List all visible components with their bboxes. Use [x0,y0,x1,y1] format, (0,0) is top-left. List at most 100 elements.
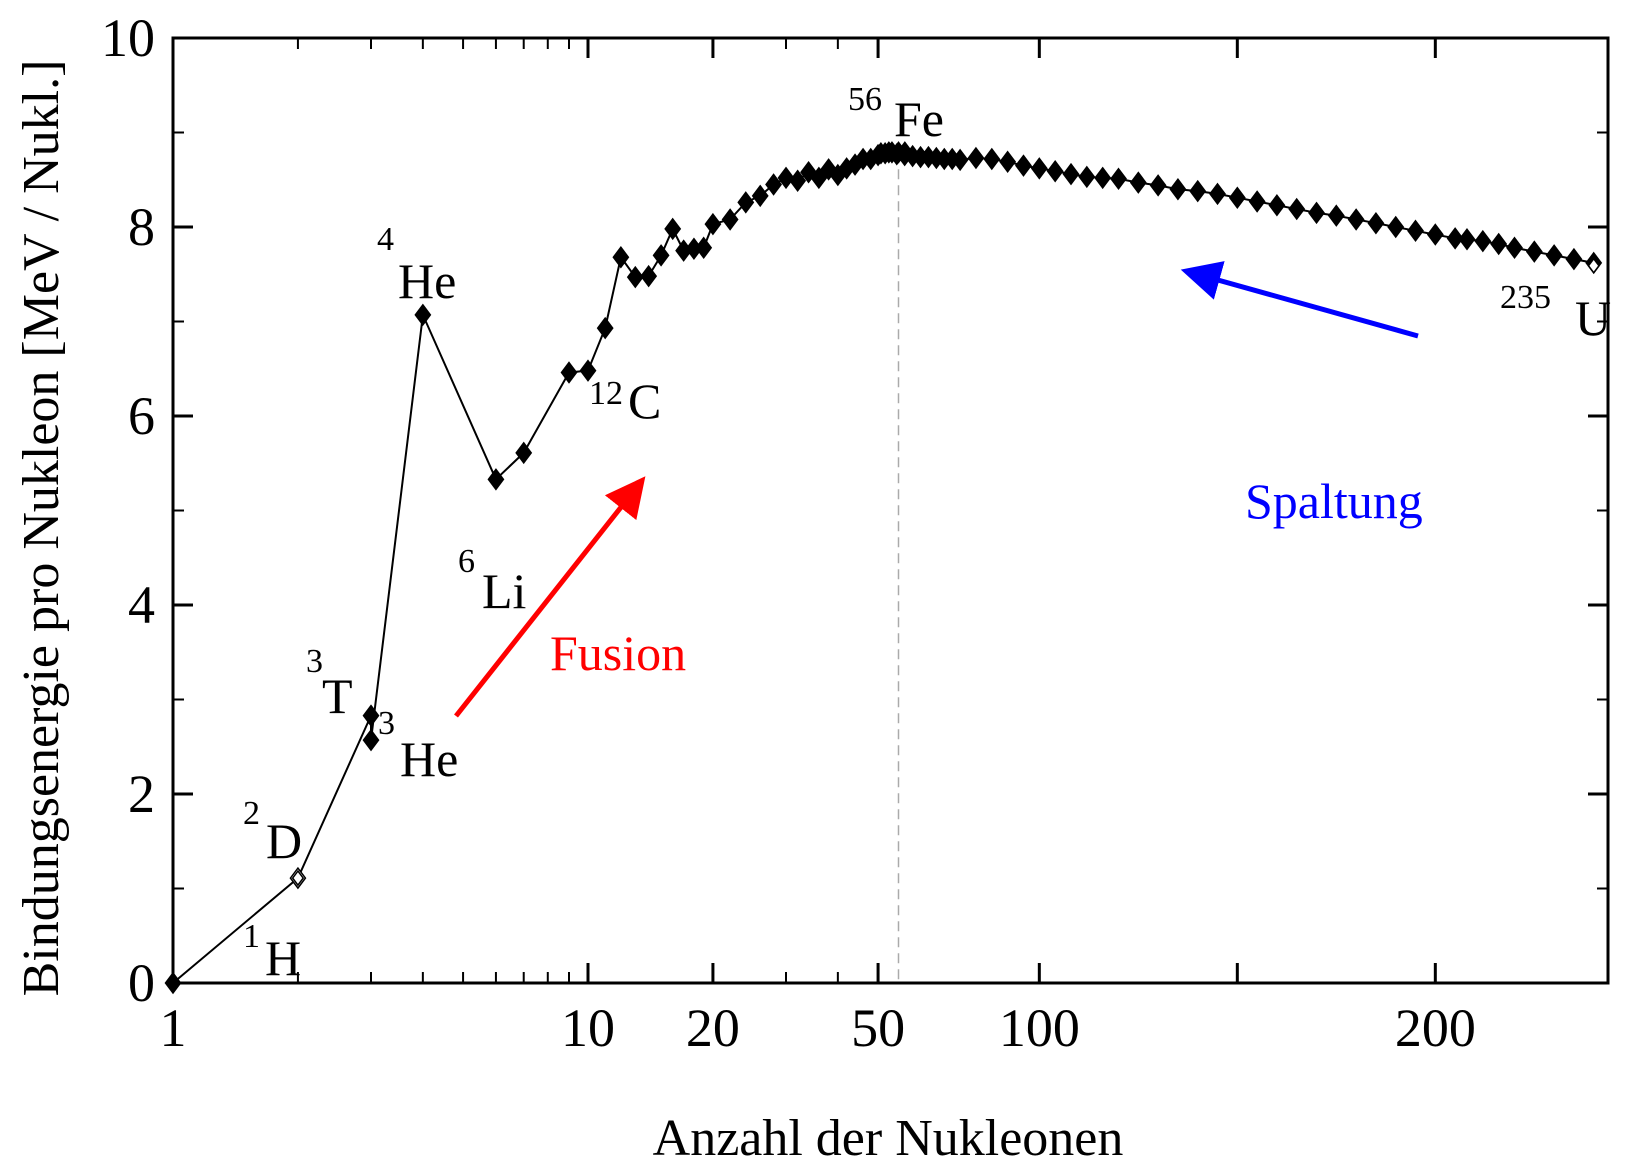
isotope-symbol: C [628,373,661,429]
data-point [1446,227,1464,250]
isotope-symbol: H [265,930,301,986]
data-point [515,441,533,465]
data-point [721,208,739,231]
data-point [1387,215,1405,239]
data-point [1078,165,1096,189]
data-point [751,184,769,208]
x-tick-label: 10 [561,998,615,1058]
x-tick-label: 1 [160,998,187,1058]
y-tick-label: 6 [128,386,155,446]
y-axis-title: Bindungsenergie pro Nukleon [MeV / Nukl.… [13,60,70,997]
data-point [652,244,670,267]
data-point [737,191,755,214]
x-tick-label: 200 [1395,998,1476,1058]
series-line [172,151,1594,984]
data-point [704,212,722,236]
isotope-mass-number: 4 [377,221,394,258]
isotope-label: 4He [377,221,456,309]
data-point [1474,229,1492,253]
data-point [1407,219,1424,243]
data-point [1149,174,1167,197]
open-data-point [291,869,305,887]
data-point [777,166,795,190]
data-point [1209,182,1226,206]
data-point [1129,171,1147,194]
data-point [967,146,985,170]
data-point [1367,211,1385,235]
data-point [983,147,1001,171]
y-tick-label: 0 [128,953,155,1013]
isotope-mass-number: 3 [306,643,323,680]
isotope-label: 3T [306,643,353,724]
isotope-symbol: He [400,731,458,787]
data-point [1506,236,1523,260]
data-point [362,704,380,727]
isotope-label: 56 Fe [848,81,944,147]
data-point [1030,157,1048,180]
data-point [1169,177,1187,201]
isotope-symbol: T [322,668,353,724]
isotope-symbol: D [266,813,302,869]
y-tick-label: 4 [128,575,155,635]
x-tick-label: 100 [999,998,1080,1058]
data-point [1347,208,1365,231]
data-point [596,316,614,340]
data-point [414,303,432,327]
data-point [695,236,713,260]
isotope-label: 6Li [458,543,526,619]
isotope-mass-number: 6 [458,543,475,580]
fusion-label: Fusion [550,625,686,681]
y-tick-label: 10 [101,8,155,68]
y-tick-label: 2 [128,764,155,824]
data-point [664,217,682,241]
data-point [612,245,630,269]
isotope-mass-number: 12 [589,375,623,412]
isotope-mass-number: 56 [848,81,882,118]
data-point [1094,166,1112,190]
data-point [560,361,578,384]
x-tick-label: 50 [851,998,905,1058]
data-point [1525,240,1543,263]
data-point [765,173,783,196]
data-point [1015,154,1032,177]
data-point [1110,167,1127,191]
open-data-point [1587,257,1600,274]
data-point [626,265,644,289]
isotope-mass-number: 3 [378,705,395,742]
data-point [1062,162,1080,186]
data-point [810,166,828,190]
data-point [1458,228,1476,251]
data-point [1426,223,1444,246]
data-point [1268,194,1286,217]
isotope-label: 12 C [589,373,661,429]
spaltung-label: Spaltung [1245,473,1423,529]
isotope-label: 3He [378,705,458,787]
data-point [1228,186,1246,209]
data-point [1565,247,1583,271]
data-point [640,264,658,288]
data-point [1189,179,1207,203]
isotope-symbol: U [1575,290,1611,346]
isotope-symbol: Fe [894,91,944,147]
isotope-mass-number: 1 [243,918,260,955]
data-point [1308,201,1325,225]
data-point [1288,197,1306,221]
data-point [164,971,182,995]
data-point [999,150,1017,174]
x-axis-title: Anzahl der Nukleonen [653,1110,1124,1167]
isotope-symbol: Li [482,563,526,619]
isotope-mass-number: 2 [243,795,260,832]
data-point [789,169,807,192]
data-point [951,148,969,172]
y-tick-label: 8 [128,197,155,257]
data-point [1248,190,1266,213]
isotope-mass-number: 235 [1500,279,1551,316]
data-point [1046,159,1064,183]
spaltung-arrow [1180,261,1419,339]
data-point [362,728,380,752]
isotope-symbol: He [398,253,456,309]
x-tick-label: 20 [686,998,740,1058]
